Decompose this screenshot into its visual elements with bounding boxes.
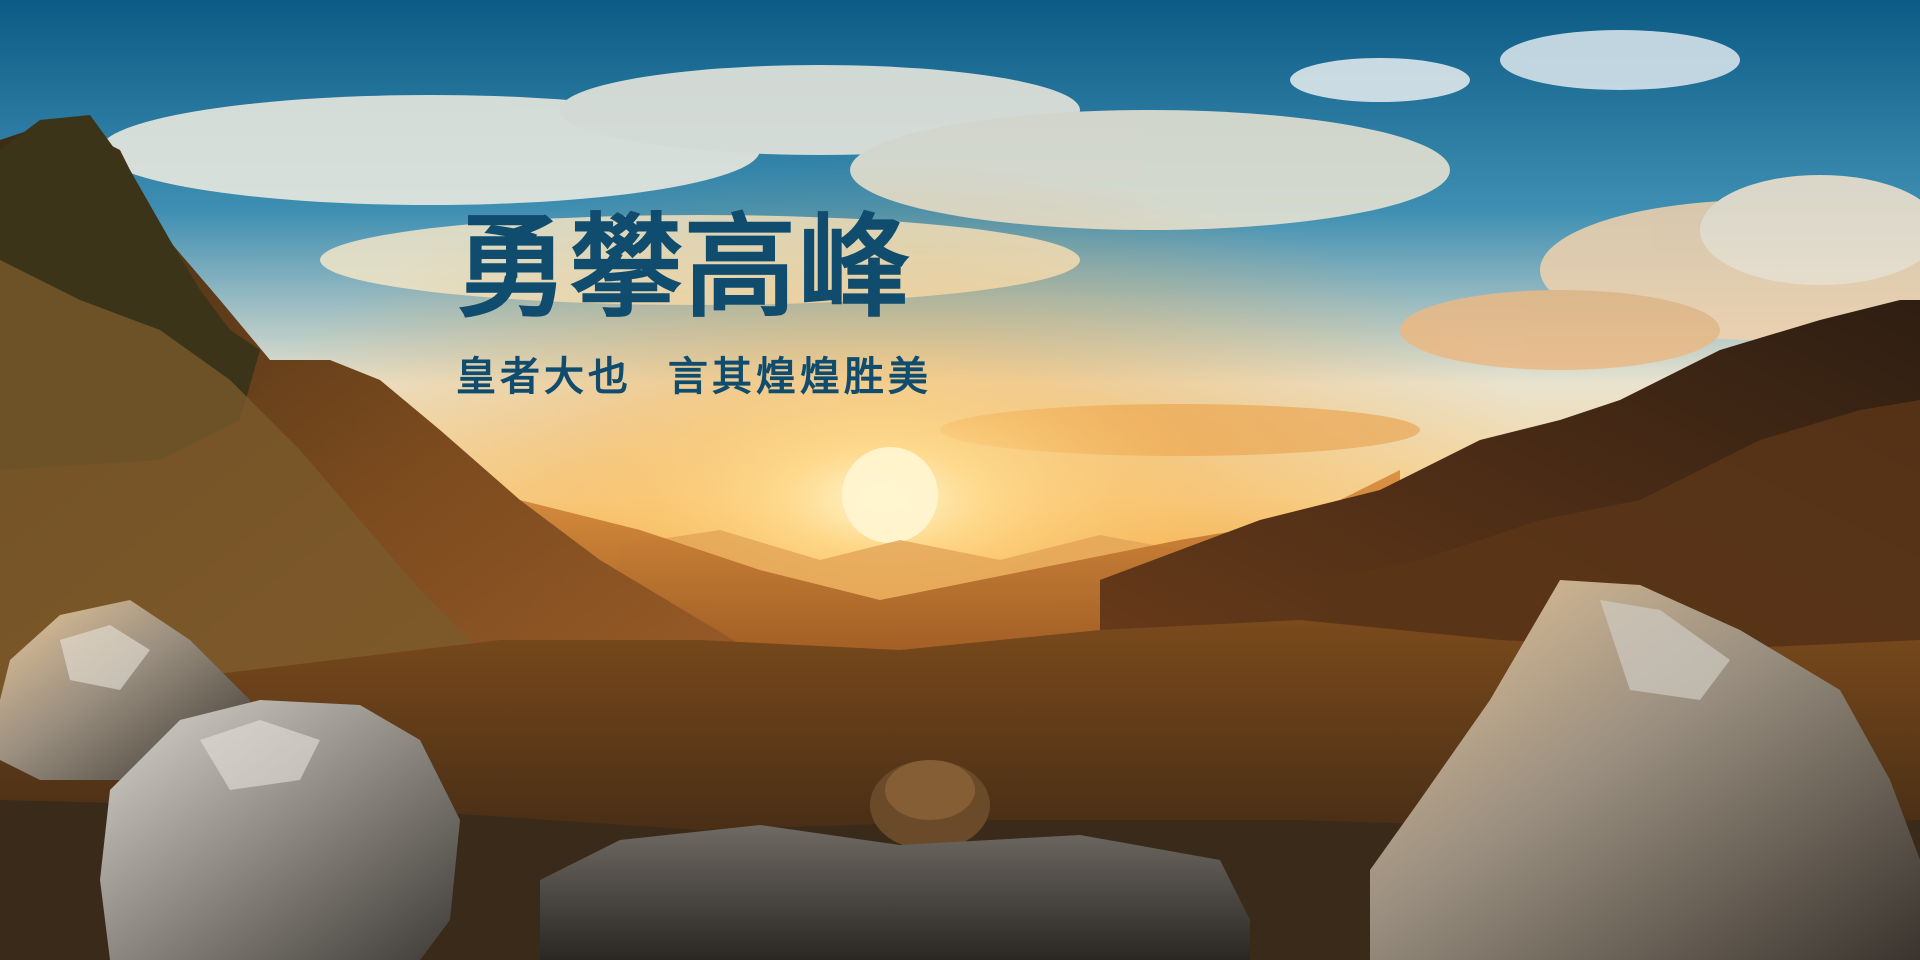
banner-subtitle: 皇者大也 言其煌煌胜美: [456, 344, 932, 402]
headline-group: 勇攀高峰 皇者大也 言其煌煌胜美: [456, 212, 932, 402]
banner-title: 勇攀高峰: [456, 212, 932, 324]
